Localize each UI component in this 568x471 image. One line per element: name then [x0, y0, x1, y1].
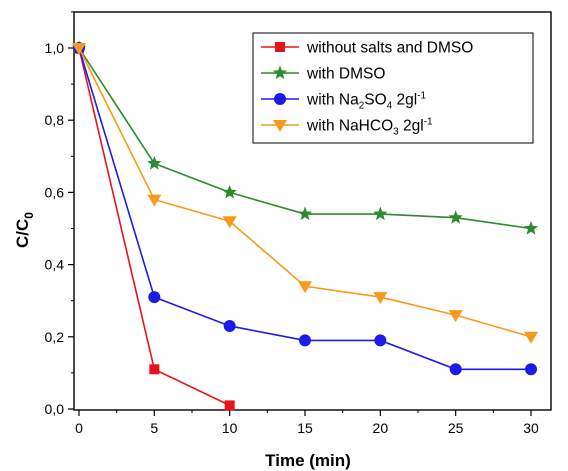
- x-tick-label: 20: [373, 420, 389, 436]
- data-point: [297, 206, 313, 221]
- legend-label: with Na2​SO4​ 2gl-1: [306, 91, 427, 112]
- y-axis-title-main: C/C: [13, 219, 32, 248]
- legend-entry: with Na2​SO4​ 2gl-1: [261, 91, 427, 112]
- legend-entry: without salts and DMSO: [261, 40, 473, 57]
- plot-area-border: [73, 11, 552, 411]
- data-point: [374, 334, 387, 347]
- data-point: [448, 310, 463, 323]
- legend-marker: [273, 120, 287, 132]
- data-point: [148, 291, 161, 304]
- x-tick-label: 0: [75, 420, 83, 436]
- y-tick-label: 0,4: [45, 257, 65, 273]
- data-point: [524, 331, 538, 344]
- data-point: [147, 194, 162, 207]
- series-4: [72, 43, 538, 344]
- legend-marker: [274, 93, 286, 105]
- legend-box: [252, 32, 534, 144]
- data-point: [523, 221, 539, 235]
- data-point: [224, 400, 235, 411]
- legend-entry: with NaHCO3​ 2gl-1: [261, 117, 433, 138]
- data-point: [298, 281, 312, 294]
- y-axis-title: C/C0: [13, 212, 36, 248]
- data-point: [449, 363, 462, 376]
- series-1: [74, 43, 235, 411]
- y-tick-label: 0,8: [45, 112, 65, 128]
- y-tick-label: 1,0: [45, 40, 65, 56]
- data-point: [373, 292, 388, 305]
- y-tick-label: 0,6: [45, 184, 65, 200]
- series-3: [73, 42, 537, 376]
- x-tick-label: 10: [222, 420, 238, 436]
- data-point: [373, 206, 388, 221]
- data-point: [223, 319, 236, 332]
- legend-marker: [272, 65, 288, 80]
- legend-label: with DMSO: [306, 66, 385, 83]
- data-point: [525, 363, 537, 376]
- legend-entry: with DMSO: [261, 65, 385, 83]
- data-point: [222, 216, 237, 229]
- y-axis-title-sub: 0: [22, 212, 36, 219]
- x-tick-label: 30: [523, 420, 539, 436]
- data-point: [299, 334, 311, 347]
- data-point: [72, 43, 86, 55]
- data-point: [149, 364, 160, 375]
- legend-marker: [275, 42, 285, 52]
- legend-label: without salts and DMSO: [306, 40, 473, 57]
- data-point: [222, 184, 237, 199]
- series-line: [78, 47, 231, 407]
- legend-label: with NaHCO3​ 2gl-1: [306, 117, 433, 138]
- x-axis-title: Time (min): [265, 451, 351, 470]
- data-point: [147, 156, 162, 170]
- series-2: [71, 40, 539, 235]
- x-tick-label: 15: [297, 420, 313, 436]
- x-tick-label: 25: [448, 420, 464, 436]
- data-point: [448, 210, 463, 224]
- y-tick-label: 0,0: [45, 401, 65, 417]
- x-tick-label: 5: [150, 420, 158, 436]
- y-tick-label: 0,2: [45, 329, 65, 345]
